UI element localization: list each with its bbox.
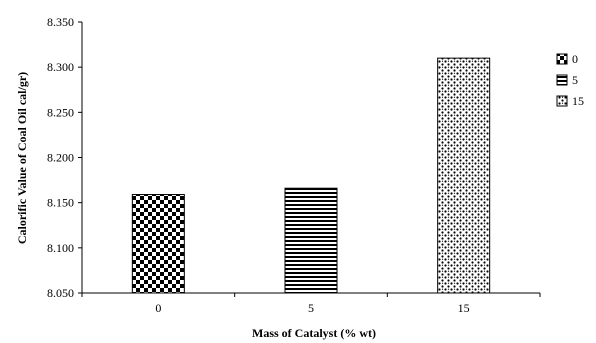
y-tick-label: 8.050 [47, 286, 74, 300]
legend-label: 15 [572, 94, 584, 108]
x-tick-label: 5 [308, 301, 314, 315]
y-axis-title: Calorific Value of Coal Oil cal/gr) [15, 72, 29, 244]
bar-5 [284, 187, 338, 294]
x-axis: 0 5 15 [81, 292, 541, 315]
legend-label: 0 [572, 52, 578, 66]
y-tick-label: 8.250 [47, 105, 74, 119]
legend-swatch-15 [556, 95, 568, 107]
y-tick-label: 8.150 [47, 196, 74, 210]
bar-0 [131, 194, 185, 294]
y-tick-label: 8.200 [47, 151, 74, 165]
legend-label: 5 [572, 73, 578, 87]
y-axis: 8.050 8.100 8.150 8.200 8.250 8.300 8.350 [47, 15, 83, 300]
legend-swatch-0 [556, 53, 568, 65]
y-tick-label: 8.350 [47, 15, 74, 29]
x-tick-label: 0 [155, 301, 161, 315]
legend-swatch-5 [556, 74, 568, 86]
x-tick-label: 15 [458, 301, 470, 315]
legend: 0 5 15 [556, 52, 584, 108]
plot-area [131, 57, 491, 294]
x-axis-title: Mass of Catalyst (% wt) [252, 326, 376, 340]
y-tick-label: 8.300 [47, 60, 74, 74]
y-tick-label: 8.100 [47, 241, 74, 255]
bar-15 [437, 57, 491, 294]
